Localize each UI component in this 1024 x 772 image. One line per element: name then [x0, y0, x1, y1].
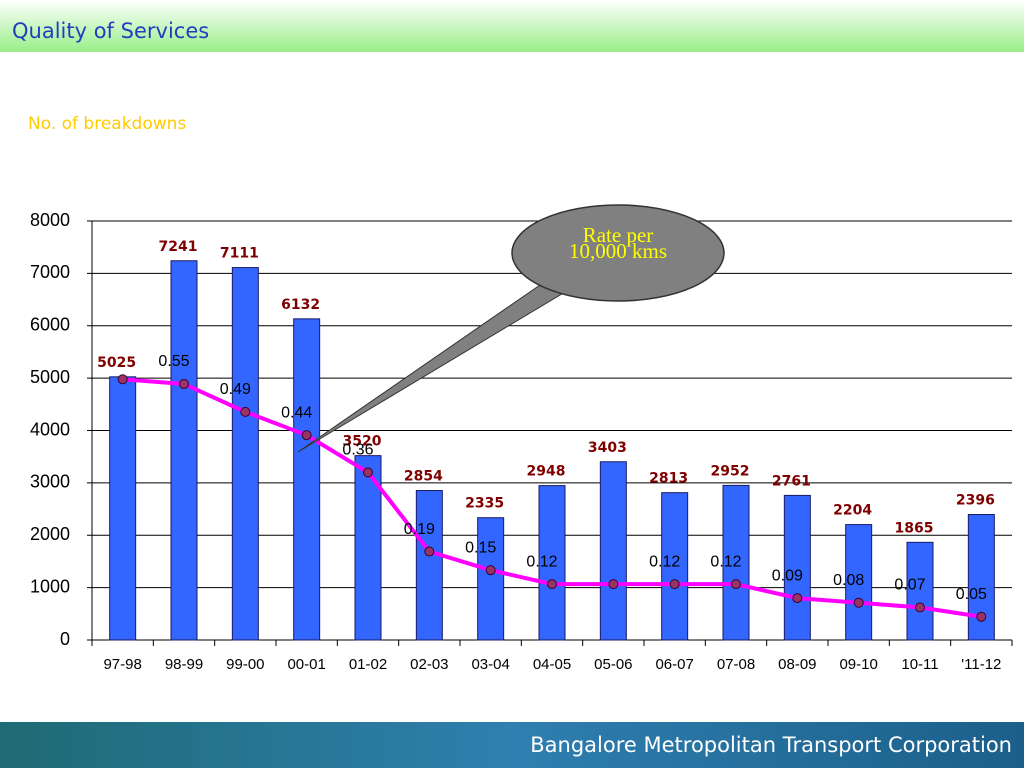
x-tick-label: 07-08 — [717, 656, 755, 673]
bar-value-label: 2761 — [772, 473, 811, 489]
rate-point — [853, 597, 864, 608]
rate-point — [731, 579, 741, 590]
x-tick-label: 10-11 — [901, 656, 938, 673]
bar-value-label: 2854 — [404, 469, 443, 485]
y-tick-label: 3000 — [30, 472, 70, 492]
slide-title: Quality of Services — [12, 19, 209, 43]
y-tick-label: 7000 — [30, 262, 70, 282]
x-tick-label: 05-06 — [594, 656, 632, 673]
footer-band — [0, 722, 1024, 768]
rate-point — [363, 467, 373, 478]
y-tick-label: 5000 — [30, 367, 70, 387]
rate-label: 0.36 — [342, 442, 373, 459]
bar-value-label: 2952 — [711, 463, 750, 479]
footer-text: Bangalore Metropolitan Transport Corpora… — [530, 733, 1012, 757]
rate-point — [669, 579, 680, 590]
bar — [293, 318, 321, 641]
bar — [415, 490, 443, 641]
chart-subtitle: No. of breakdowns — [28, 114, 186, 134]
bar-value-label: 2204 — [833, 503, 872, 519]
y-tick-label: 6000 — [30, 315, 70, 335]
bar-value-label: 3520 — [343, 434, 382, 450]
bar — [538, 485, 566, 641]
bar — [906, 541, 934, 641]
x-tick-label: 02-03 — [410, 656, 448, 673]
x-tick-label: 09-10 — [839, 656, 877, 673]
rate-label: 0.15 — [465, 539, 496, 556]
rate-label: 0.49 — [220, 381, 251, 398]
x-tick-label: 98-99 — [165, 656, 203, 673]
rate-point — [179, 378, 189, 389]
x-tick-label: 99-00 — [226, 656, 264, 673]
bar-value-label: 3403 — [588, 440, 627, 456]
rate-point — [424, 546, 435, 557]
x-tick-label: '11-12 — [961, 656, 1001, 673]
bar-value-label: 2396 — [956, 493, 995, 509]
y-tick-label: 4000 — [30, 419, 70, 439]
rate-point — [485, 565, 496, 576]
callout-bubble — [511, 204, 725, 302]
bar-value-label: 7111 — [220, 246, 259, 262]
bar — [661, 492, 689, 641]
bar — [231, 267, 259, 641]
rate-label: 0.09 — [772, 567, 803, 584]
rate-point — [301, 430, 312, 441]
rate-label: 0.55 — [158, 353, 189, 370]
callout-tail — [297, 284, 567, 453]
bar-value-label: 2813 — [649, 471, 688, 487]
x-tick-label: 97-98 — [103, 656, 141, 673]
y-tick-label: 2000 — [30, 524, 70, 544]
rate-label: 0.12 — [649, 553, 680, 570]
y-tick-label: 1000 — [30, 576, 70, 596]
rate-point — [976, 611, 987, 622]
bar-value-label: 6132 — [281, 297, 320, 313]
rate-label: 0.12 — [526, 553, 557, 570]
x-tick-label: 01-02 — [349, 656, 387, 673]
x-tick-label: 04-05 — [533, 656, 571, 673]
bar-value-label: 2948 — [527, 464, 566, 480]
rate-point — [915, 602, 925, 613]
header-band — [0, 0, 1024, 52]
bar-value-label: 2335 — [465, 496, 504, 512]
y-tick-label: 0 — [60, 629, 70, 649]
rate-point — [608, 579, 619, 590]
rate-point — [117, 374, 128, 385]
rate-label: 0.07 — [894, 577, 925, 594]
bar-value-label: 1865 — [895, 520, 934, 536]
callout-text: Rate per 10,000 kms — [569, 223, 667, 263]
bar — [783, 494, 811, 641]
bar — [845, 524, 873, 641]
rate-point — [792, 593, 803, 604]
bar — [722, 484, 750, 641]
bar — [170, 260, 198, 641]
rate-label: 0.12 — [710, 553, 741, 570]
x-tick-label: 00-01 — [287, 656, 325, 673]
rate-label: 0.44 — [281, 404, 312, 421]
rate-label: 0.05 — [956, 586, 987, 603]
x-tick-label: 08-09 — [778, 656, 816, 673]
rate-label: 0.08 — [833, 572, 864, 589]
bar — [109, 376, 137, 641]
rate-label: 0.19 — [404, 521, 435, 538]
bar — [477, 517, 505, 641]
bar — [599, 461, 627, 641]
y-tick-label: 8000 — [30, 210, 70, 230]
bar-value-label: 5025 — [97, 355, 136, 371]
x-tick-label: 03-04 — [471, 656, 509, 673]
rate-point — [547, 579, 557, 590]
bar-value-label: 7241 — [159, 239, 198, 255]
rate-point — [240, 406, 251, 417]
x-tick-label: 06-07 — [655, 656, 693, 673]
